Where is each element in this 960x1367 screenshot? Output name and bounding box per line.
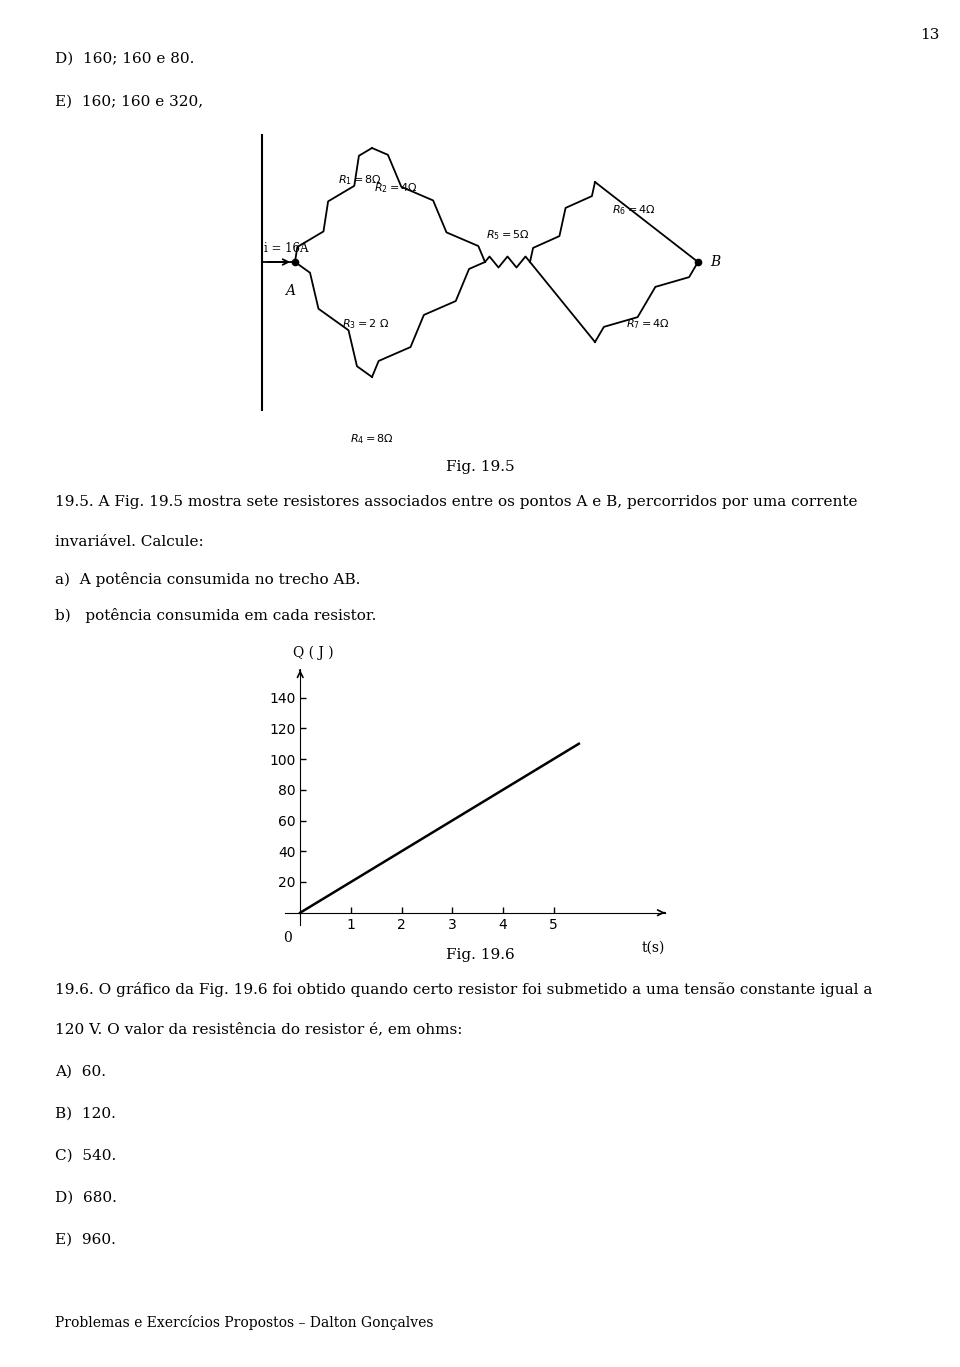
Text: D)  680.: D) 680.: [55, 1191, 117, 1204]
Text: 19.5. A Fig. 19.5 mostra sete resistores associados entre os pontos A e B, perco: 19.5. A Fig. 19.5 mostra sete resistores…: [55, 495, 857, 509]
Text: C)  540.: C) 540.: [55, 1150, 116, 1163]
Text: Q ( J ): Q ( J ): [293, 645, 333, 660]
Text: A: A: [285, 284, 295, 298]
Text: 120 V. O valor da resistência do resistor é, em ohms:: 120 V. O valor da resistência do resisto…: [55, 1023, 463, 1036]
Text: $R_4 = 8\Omega$: $R_4 = 8\Omega$: [350, 432, 394, 446]
Text: B)  120.: B) 120.: [55, 1107, 116, 1121]
Text: $R_2 = 4\Omega$: $R_2 = 4\Omega$: [373, 182, 418, 195]
Text: a)  A potência consumida no trecho AB.: a) A potência consumida no trecho AB.: [55, 571, 360, 586]
Text: t(s): t(s): [641, 940, 665, 954]
Text: 0: 0: [283, 931, 292, 945]
Text: Problemas e Exercícios Propostos – Dalton Gonçalves: Problemas e Exercícios Propostos – Dalto…: [55, 1315, 434, 1330]
Text: E)  160; 160 e 320,: E) 160; 160 e 320,: [55, 94, 204, 109]
Text: invariável. Calcule:: invariável. Calcule:: [55, 534, 204, 550]
Text: $R_6 = 4\Omega$: $R_6 = 4\Omega$: [612, 204, 657, 217]
Text: $R_7 = 4\Omega$: $R_7 = 4\Omega$: [627, 317, 670, 331]
Text: $R_5 = 5\Omega$: $R_5 = 5\Omega$: [486, 228, 529, 242]
Text: A)  60.: A) 60.: [55, 1065, 106, 1079]
Text: B: B: [710, 256, 720, 269]
Text: i = 16A: i = 16A: [264, 242, 308, 256]
Text: E)  960.: E) 960.: [55, 1233, 116, 1247]
Text: D)  160; 160 e 80.: D) 160; 160 e 80.: [55, 52, 194, 66]
Text: Fig. 19.5: Fig. 19.5: [445, 461, 515, 474]
Text: b)   potência consumida em cada resistor.: b) potência consumida em cada resistor.: [55, 608, 376, 623]
Text: Fig. 19.6: Fig. 19.6: [445, 947, 515, 962]
Text: 13: 13: [921, 27, 940, 42]
Text: $R_3 = 2\ \Omega$: $R_3 = 2\ \Omega$: [342, 317, 389, 331]
Text: $R_1 = 8\Omega$: $R_1 = 8\Omega$: [339, 174, 382, 187]
Text: 19.6. O gráfico da Fig. 19.6 foi obtido quando certo resistor foi submetido a um: 19.6. O gráfico da Fig. 19.6 foi obtido …: [55, 982, 873, 997]
